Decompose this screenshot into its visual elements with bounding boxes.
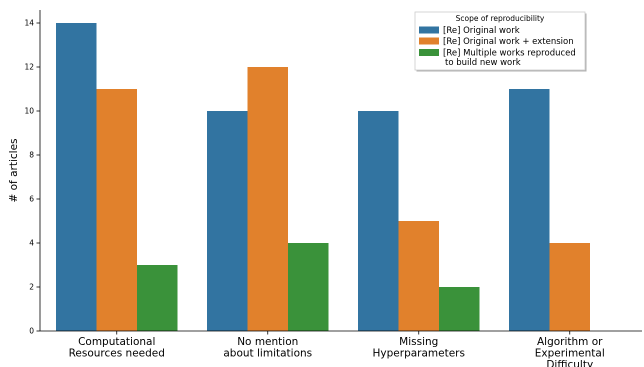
y-tick-label: 2 [29, 283, 34, 292]
y-tick-label: 14 [24, 19, 34, 28]
y-ticks-group: 0 2 4 6 8 10 12 14 [24, 19, 40, 336]
y-tick-label: 6 [29, 195, 34, 204]
bar-1-1 [56, 23, 97, 331]
bar-2-3 [398, 221, 439, 331]
bar-1-4 [509, 89, 550, 331]
bar-3-2 [288, 243, 329, 331]
x-category-label: Algorithm or Experimental Difficulty [535, 336, 605, 367]
legend-label-2: [Re] Original work + extension [443, 37, 574, 47]
legend-swatch-3 [419, 49, 439, 56]
x-categories-group: Computational Resources needed No mention a… [69, 331, 605, 367]
y-tick-label: 8 [29, 151, 34, 160]
legend-box [414, 11, 586, 71]
legend: Scope of reproducibility [Re] Original wo… [414, 11, 587, 72]
bar-3-3 [439, 287, 480, 331]
y-tick-label: 10 [24, 107, 34, 116]
legend-swatch-2 [419, 37, 439, 45]
y-tick-label: 0 [29, 327, 34, 336]
x-category-label: Missing Hyperparameters [373, 336, 465, 360]
x-category-label: No mention about limitations [223, 336, 312, 360]
bar-2-1 [96, 89, 137, 331]
axes-group [39, 10, 642, 332]
bars-group [56, 23, 590, 331]
y-tick-label: 12 [24, 63, 34, 72]
legend-label-1: [Re] Original work [443, 26, 520, 36]
x-category-label: Computational Resources needed [69, 336, 165, 360]
bar-1-3 [358, 111, 399, 331]
bar-1-2 [207, 111, 248, 331]
legend-swatch-1 [419, 26, 439, 34]
legend-title: Scope of reproducibility [456, 14, 545, 23]
legend-label-3: [Re] Multiple works reproduced to build n… [443, 49, 576, 69]
bar-3-1 [137, 265, 178, 331]
y-tick-label: 4 [29, 239, 34, 248]
bar-2-4 [549, 243, 590, 331]
y-axis-title: # of articles [8, 139, 20, 203]
bar-2-2 [247, 67, 288, 331]
